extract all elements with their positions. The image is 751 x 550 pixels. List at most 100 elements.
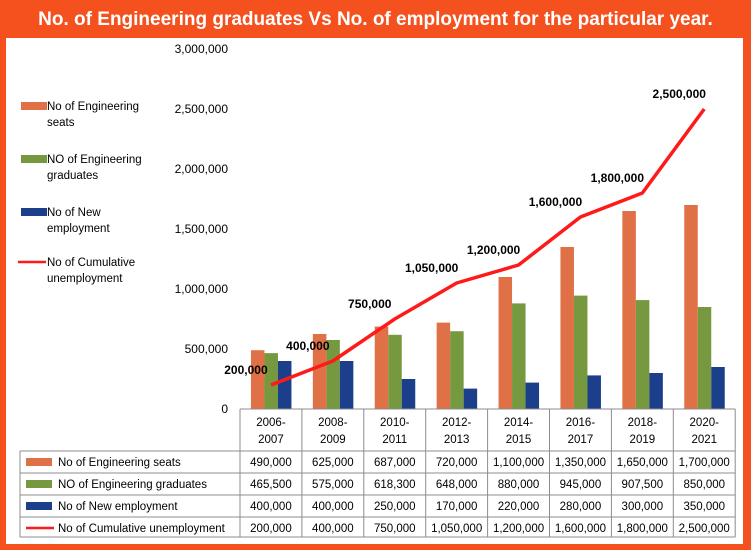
- table-cell: 170,000: [436, 501, 478, 513]
- bar-0: [374, 326, 389, 409]
- x-tick-label: 2015: [506, 434, 532, 446]
- legend-label: unemployment: [47, 273, 123, 285]
- legend-label: employment: [47, 223, 110, 235]
- table-legend-key: [26, 480, 52, 488]
- table-row-label: NO of Engineering graduates: [58, 479, 207, 491]
- bar-0: [622, 211, 636, 409]
- x-tick-label: 2010-: [380, 417, 410, 429]
- unemployment-line: [270, 107, 706, 387]
- legend-label: seats: [47, 117, 75, 129]
- x-tick-label: 2016-: [566, 417, 596, 429]
- table-cell: 945,000: [560, 479, 602, 491]
- bar-0: [436, 322, 451, 409]
- bar-1: [512, 303, 526, 409]
- table-row-label: No of New employment: [58, 501, 178, 513]
- legend-key: [21, 102, 47, 110]
- data-label: 1,200,000: [467, 243, 521, 257]
- bar-0: [250, 350, 265, 409]
- bar-0: [312, 334, 327, 409]
- table-cell: 400,000: [312, 501, 354, 513]
- bar-1: [697, 307, 712, 409]
- x-tick-label: 2007: [258, 434, 284, 446]
- y-tick-label: 2,000,000: [175, 162, 229, 176]
- data-label: 2,500,000: [653, 87, 707, 101]
- x-tick-label: 2012-: [442, 417, 472, 429]
- bar-2: [711, 367, 725, 409]
- y-tick-label: 2,500,000: [175, 102, 229, 116]
- bar-1: [635, 300, 650, 409]
- table-cell: 250,000: [374, 501, 416, 513]
- legend-key: [21, 155, 47, 163]
- chart-panel: 3,000,000 2,500,000 2,000,000 1,500,000 1,00…: [6, 38, 743, 544]
- x-tick-label: 2020-: [690, 417, 720, 429]
- table-cell: 1,650,000: [617, 457, 668, 469]
- y-tick-label: 1,500,000: [175, 222, 229, 236]
- table-legend-key: [26, 458, 52, 466]
- table-legend-key: [26, 502, 52, 510]
- table-cell: 750,000: [374, 523, 416, 535]
- table-cell: 1,600,000: [555, 523, 606, 535]
- table-cell: 1,800,000: [617, 523, 668, 535]
- bar-1: [264, 353, 278, 409]
- table-cell: 575,000: [312, 479, 354, 491]
- table-cell: 618,300: [374, 479, 416, 491]
- bar-2: [277, 361, 292, 409]
- table-cell: 720,000: [436, 457, 478, 469]
- x-tick-label: 2018-: [628, 417, 658, 429]
- table-cell: 625,000: [312, 457, 354, 469]
- bar-2: [463, 388, 478, 409]
- chart-title: No. of Engineering graduates Vs No. of e…: [38, 9, 713, 30]
- table-row-label: No of Engineering seats: [58, 457, 181, 469]
- bar-0: [498, 277, 513, 409]
- bar-0: [560, 247, 574, 409]
- y-tick-label: 1,000,000: [175, 282, 229, 296]
- y-tick-label: 3,000,000: [175, 42, 229, 56]
- legend-label: No of New: [47, 207, 101, 219]
- table-cell: 280,000: [560, 501, 602, 513]
- legend-label: No of Cumulative: [47, 257, 135, 269]
- x-tick-label: 2006-: [256, 417, 286, 429]
- table-cell: 465,500: [250, 479, 292, 491]
- data-label: 1,800,000: [591, 171, 645, 185]
- table-cell: 687,000: [374, 457, 416, 469]
- table-cell: 350,000: [683, 501, 725, 513]
- data-label: 200,000: [224, 363, 268, 377]
- bar-2: [339, 361, 354, 409]
- bar-2: [401, 379, 416, 409]
- bar-1: [450, 331, 464, 409]
- y-tick-label: 0: [221, 402, 228, 416]
- x-tick-label: 2019: [630, 434, 656, 446]
- table-cell: 1,350,000: [555, 457, 606, 469]
- table-cell: 1,700,000: [679, 457, 730, 469]
- table-cell: 400,000: [250, 501, 292, 513]
- data-label: 1,050,000: [405, 261, 459, 275]
- table-cell: 1,200,000: [493, 523, 544, 535]
- data-label: 400,000: [286, 339, 330, 353]
- x-tick-label: 2008-: [318, 417, 348, 429]
- x-tick-label: 2011: [382, 434, 407, 446]
- table-cell: 907,500: [622, 479, 664, 491]
- table-cell: 220,000: [498, 501, 540, 513]
- x-tick-label: 2013: [444, 434, 470, 446]
- table-cell: 200,000: [250, 523, 292, 535]
- legend-label: graduates: [47, 170, 98, 182]
- bar-2: [525, 382, 540, 409]
- data-label: 1,600,000: [529, 195, 583, 209]
- legend-key: [21, 208, 47, 216]
- table-cell: 1,100,000: [493, 457, 544, 469]
- bar-1: [388, 334, 402, 409]
- table-cell: 2,500,000: [679, 523, 730, 535]
- table-cell: 850,000: [683, 479, 725, 491]
- x-tick-label: 2009: [320, 434, 346, 446]
- chart-svg: 3,000,000 2,500,000 2,000,000 1,500,000 1,00…: [18, 42, 736, 538]
- x-tick-label: 2017: [568, 434, 594, 446]
- table-cell: 1,050,000: [431, 523, 482, 535]
- x-tick-label: 2021: [691, 434, 717, 446]
- x-tick-label: 2014-: [504, 417, 534, 429]
- bar-2: [649, 373, 663, 409]
- table-row-label: No of Cumulative unemployment: [58, 523, 226, 535]
- table-cell: 880,000: [498, 479, 540, 491]
- table-cell: 490,000: [250, 457, 292, 469]
- bar-1: [573, 295, 588, 409]
- bar-2: [587, 375, 601, 409]
